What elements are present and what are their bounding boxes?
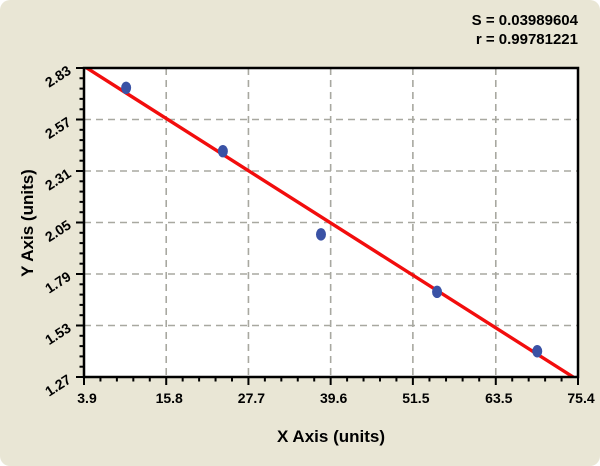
- y-tick-label: 1.27: [42, 371, 74, 399]
- y-tick-label: 1.79: [42, 268, 74, 296]
- r-value-label: r = 0.99781221: [475, 31, 578, 48]
- x-tick-label: 75.4: [567, 390, 594, 406]
- x-axis-title: X Axis (units): [277, 427, 385, 446]
- y-tick-label: 2.57: [42, 113, 74, 141]
- x-tick-label: 51.5: [402, 390, 429, 406]
- y-axis-title: Y Axis (units): [18, 169, 37, 277]
- data-point: [432, 285, 443, 299]
- x-tick-label: 3.9: [77, 390, 97, 406]
- y-tick-label: 2.31: [42, 165, 74, 193]
- y-tick-label: 2.83: [42, 62, 74, 90]
- x-tick-label: 15.8: [156, 390, 183, 406]
- fit-line: [85, 68, 575, 377]
- data-point: [315, 228, 326, 241]
- data-point: [532, 345, 543, 358]
- x-tick-label: 63.5: [485, 390, 512, 406]
- y-tick-label: 1.53: [42, 319, 74, 347]
- x-tick-label: 39.6: [320, 390, 347, 406]
- data-point: [217, 144, 228, 158]
- x-tick-label: 27.7: [238, 390, 265, 406]
- s-value-label: S = 0.03989604: [471, 12, 578, 29]
- y-tick-label: 2.05: [42, 216, 74, 244]
- data-point: [121, 81, 132, 95]
- fit-statistics: S = 0.03989604 r = 0.99781221: [472, 11, 578, 49]
